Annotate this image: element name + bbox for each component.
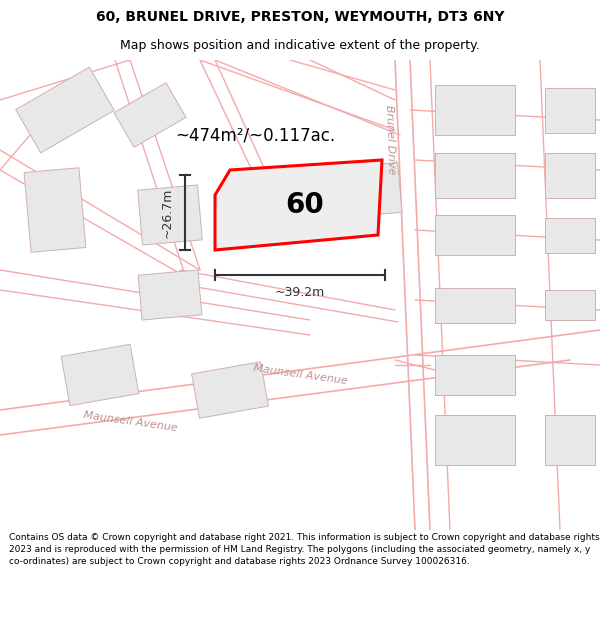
Polygon shape (138, 185, 202, 245)
Polygon shape (545, 290, 595, 320)
Polygon shape (24, 168, 86, 252)
Text: Maunsell Avenue: Maunsell Avenue (82, 411, 178, 434)
Polygon shape (435, 152, 515, 198)
Text: 60, BRUNEL DRIVE, PRESTON, WEYMOUTH, DT3 6NY: 60, BRUNEL DRIVE, PRESTON, WEYMOUTH, DT3… (96, 10, 504, 24)
Polygon shape (545, 415, 595, 465)
Polygon shape (435, 215, 515, 255)
Text: ~26.7m: ~26.7m (161, 188, 173, 238)
Polygon shape (435, 415, 515, 465)
Polygon shape (338, 162, 402, 217)
Text: Contains OS data © Crown copyright and database right 2021. This information is : Contains OS data © Crown copyright and d… (9, 533, 599, 566)
Text: ~474m²/~0.117ac.: ~474m²/~0.117ac. (175, 126, 335, 144)
Text: ~39.2m: ~39.2m (275, 286, 325, 299)
Polygon shape (435, 85, 515, 135)
Polygon shape (435, 355, 515, 395)
Polygon shape (215, 160, 382, 250)
Polygon shape (545, 88, 595, 132)
Polygon shape (16, 67, 115, 153)
Polygon shape (545, 152, 595, 198)
Polygon shape (114, 82, 186, 148)
Polygon shape (138, 270, 202, 320)
Polygon shape (191, 362, 268, 418)
Text: 60: 60 (286, 191, 325, 219)
Polygon shape (61, 344, 139, 406)
Polygon shape (545, 217, 595, 252)
Text: Map shows position and indicative extent of the property.: Map shows position and indicative extent… (120, 39, 480, 51)
Text: Maunsell Avenue: Maunsell Avenue (253, 364, 347, 386)
Polygon shape (435, 288, 515, 322)
Text: Brunel Drive: Brunel Drive (384, 105, 396, 175)
Polygon shape (232, 169, 328, 241)
